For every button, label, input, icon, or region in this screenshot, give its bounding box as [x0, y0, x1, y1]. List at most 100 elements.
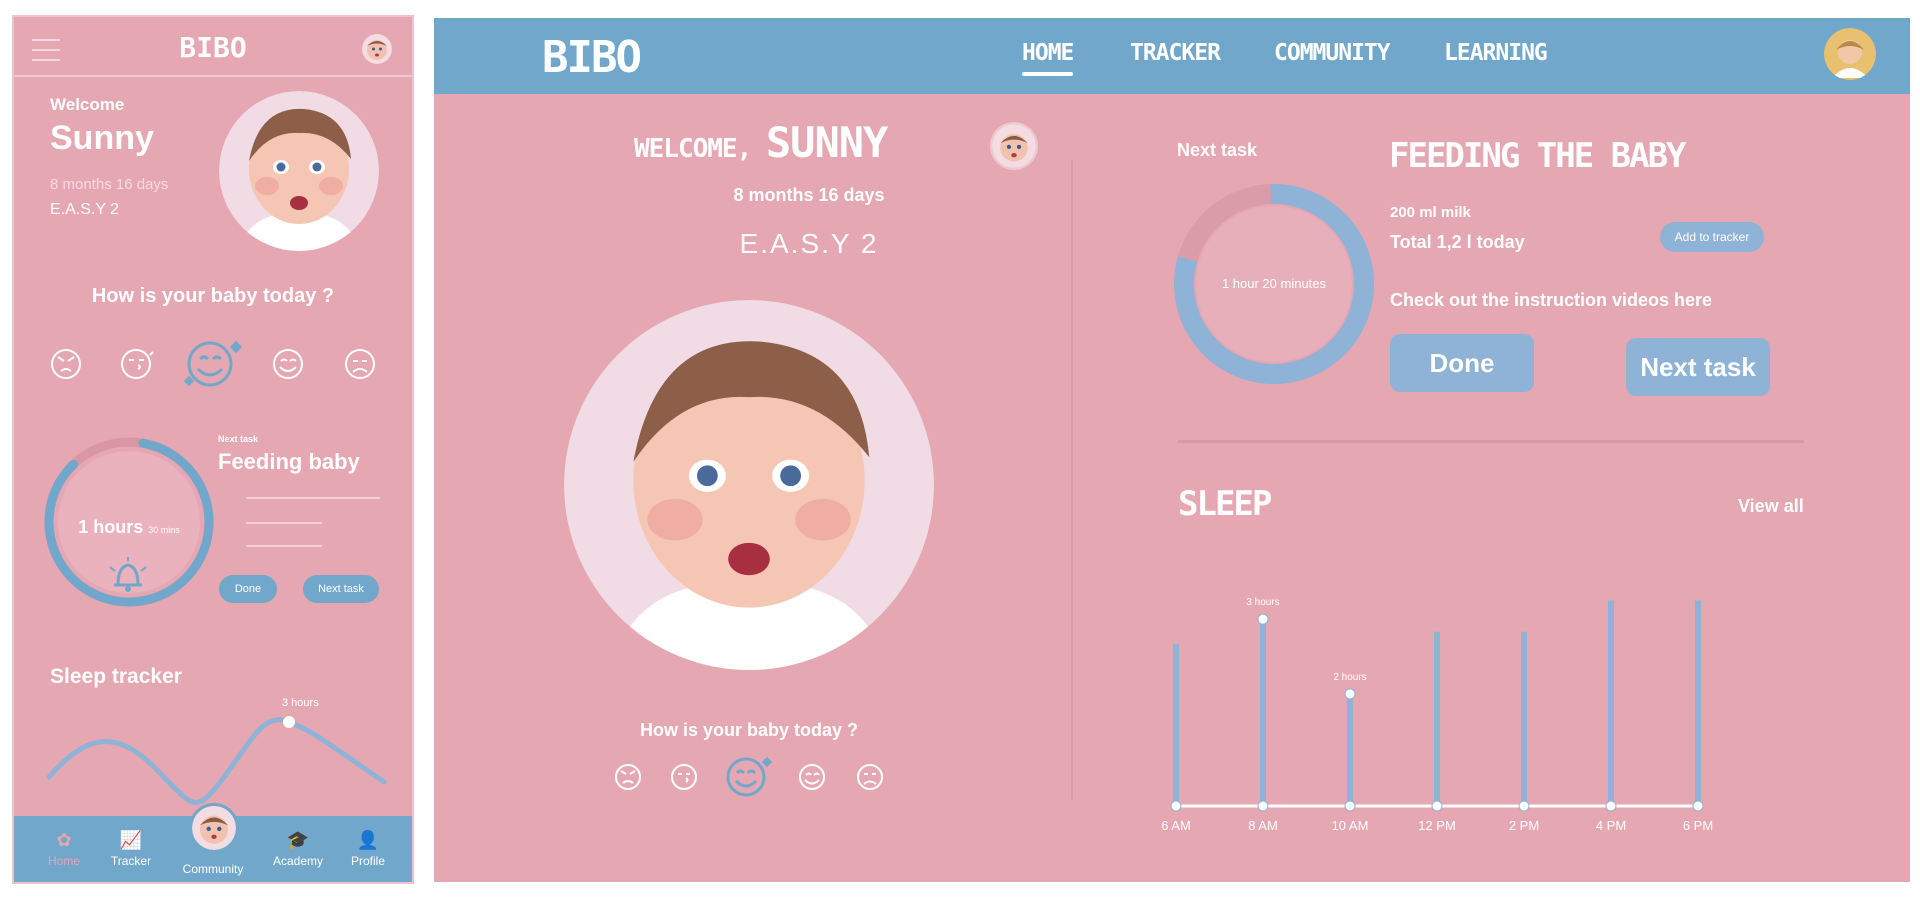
chart-icon: 📈: [119, 830, 143, 850]
next-task-button[interactable]: Next task: [1626, 338, 1770, 396]
nav-community[interactable]: Community: [178, 862, 248, 876]
baby-age: 8 months 16 days: [733, 185, 885, 205]
section-divider: [1178, 440, 1804, 443]
nav-tracker-label: Tracker: [110, 854, 152, 868]
sleep-tracker-title: Sleep tracker: [50, 665, 182, 688]
mood-question: How is your baby today ?: [639, 720, 859, 740]
sleep-title: SLEEP: [1178, 484, 1272, 524]
baby-photo: [219, 91, 379, 251]
column-divider: [1071, 160, 1073, 800]
sleep-bar-point[interactable]: [1344, 688, 1356, 700]
happy-face-icon[interactable]: [799, 764, 825, 790]
baby-photo: [564, 300, 934, 670]
mood-question: How is your baby today ?: [91, 285, 335, 307]
desktop-app-screen: BIBO HOME TRACKER COMMUNITY LEARNING WEL…: [434, 18, 1910, 882]
milk-amount: 200 ml milk: [1390, 204, 1471, 221]
sleep-bar-chart: 6 AM 8 AM 3 hours 10 AM 2 hours 12 PM 2 PM 4 PM…: [1161, 597, 1713, 833]
sleep-bar-point[interactable]: [1257, 613, 1269, 625]
task-timer-ring: [44, 437, 214, 607]
kissing-face-icon[interactable]: [671, 764, 697, 790]
task-timer-ring: [1174, 184, 1374, 384]
smiling-hearts-face-icon[interactable]: [183, 340, 243, 387]
timer-hours: 1 hours: [78, 517, 144, 537]
nav-tracker-tab[interactable]: TRACKER: [1130, 40, 1221, 66]
welcome-text: Welcome: [50, 95, 125, 114]
x-tick-label: 6 PM: [1683, 818, 1713, 833]
sleep-data-label: 2 hours: [1333, 672, 1366, 683]
timer-label: 1 hour 20 minutes: [1221, 276, 1327, 291]
bell-icon[interactable]: [106, 555, 150, 595]
task-title: FEEDING THE BABY: [1389, 136, 1687, 176]
next-task-label: Next task: [1177, 140, 1258, 160]
next-task-label: Next task: [218, 434, 259, 444]
desktop-header: BIBO HOME TRACKER COMMUNITY LEARNING: [434, 18, 1910, 94]
daily-total: Total 1,2 l today: [1390, 232, 1525, 252]
add-to-tracker-button[interactable]: Add to tracker: [1660, 222, 1764, 252]
header-avatar[interactable]: [362, 34, 392, 64]
x-tick-label: 12 PM: [1418, 818, 1456, 833]
baby-name: Sunny: [50, 119, 154, 157]
kissing-face-icon[interactable]: [121, 349, 154, 379]
sleep-wave-chart: [46, 716, 387, 805]
mood-selector[interactable]: [610, 756, 890, 798]
instruction-videos-link[interactable]: Check out the instruction videos here: [1390, 290, 1713, 310]
mobile-app-screen: BIBO Welcome Sunny 8 months 16 days E.A.…: [12, 15, 414, 884]
x-tick-label: 8 AM: [1248, 818, 1278, 833]
easy-level: E.A.S.Y 2: [50, 201, 120, 218]
home-icon: ✿: [56, 830, 72, 850]
chart-base-point: [1692, 800, 1704, 812]
user-avatar[interactable]: [1824, 28, 1876, 80]
baby-small-avatar[interactable]: [990, 122, 1038, 170]
graduation-cap-icon: 🎓: [286, 830, 310, 850]
sleep-data-label: 3 hours: [1246, 597, 1279, 608]
smiling-hearts-face-icon[interactable]: [726, 756, 773, 797]
chart-base-point: [1605, 800, 1617, 812]
view-all-link[interactable]: View all: [1738, 496, 1804, 516]
angry-face-icon[interactable]: [615, 764, 641, 790]
nav-home-tab[interactable]: HOME: [1022, 40, 1074, 76]
mood-selector[interactable]: [50, 339, 380, 389]
x-tick-label: 10 AM: [1332, 818, 1369, 833]
welcome-prefix: WELCOME,: [634, 134, 752, 164]
nav-academy-label: Academy: [272, 854, 324, 868]
sad-face-icon[interactable]: [345, 349, 375, 379]
nav-tracker[interactable]: 📈 Tracker: [96, 830, 166, 868]
chart-base-point: [1344, 800, 1356, 812]
hamburger-menu-icon[interactable]: [32, 39, 60, 61]
chart-base-point: [1257, 800, 1269, 812]
angry-face-icon[interactable]: [51, 349, 81, 379]
mobile-header: BIBO: [14, 17, 412, 77]
x-tick-label: 6 AM: [1161, 818, 1191, 833]
community-avatar-icon[interactable]: [189, 803, 239, 853]
task-detail-line: [246, 497, 380, 499]
happy-face-icon[interactable]: [273, 349, 303, 379]
nav-profile-label: Profile: [350, 854, 385, 868]
person-icon: 👤: [356, 830, 380, 850]
task-detail-line: [246, 522, 322, 524]
task-detail-line: [246, 545, 322, 547]
welcome-heading: WELCOME, SUNNY: [634, 118, 888, 167]
sleep-peak-label: 3 hours: [282, 697, 319, 709]
baby-age: 8 months 16 days: [50, 176, 169, 193]
next-task-button[interactable]: Next task: [303, 575, 379, 603]
nav-learning-tab[interactable]: LEARNING: [1444, 40, 1548, 66]
desktop-logo[interactable]: BIBO: [542, 32, 642, 83]
chart-base-point: [1431, 800, 1443, 812]
task-title: Feeding baby: [218, 449, 360, 474]
timer-label: 1 hours 30 mins: [42, 517, 216, 538]
nav-community-tab[interactable]: COMMUNITY: [1274, 40, 1391, 66]
done-button[interactable]: Done: [1390, 334, 1534, 392]
x-tick-label: 4 PM: [1596, 818, 1626, 833]
nav-profile[interactable]: 👤 Profile: [333, 830, 403, 868]
chart-base-point: [1170, 800, 1182, 812]
nav-academy[interactable]: 🎓 Academy: [263, 830, 333, 868]
sad-face-icon[interactable]: [857, 764, 883, 790]
timer-mins: 30 mins: [148, 525, 180, 535]
nav-home[interactable]: ✿ Home: [29, 830, 99, 868]
mobile-logo: BIBO: [179, 31, 247, 64]
mobile-bottom-nav: ✿ Home 📈 Tracker Community 🎓 Academy 👤 P…: [14, 803, 412, 882]
x-tick-label: 2 PM: [1509, 818, 1539, 833]
nav-home-label: Home: [47, 854, 80, 868]
baby-name: SUNNY: [765, 118, 888, 167]
done-button[interactable]: Done: [219, 575, 277, 603]
